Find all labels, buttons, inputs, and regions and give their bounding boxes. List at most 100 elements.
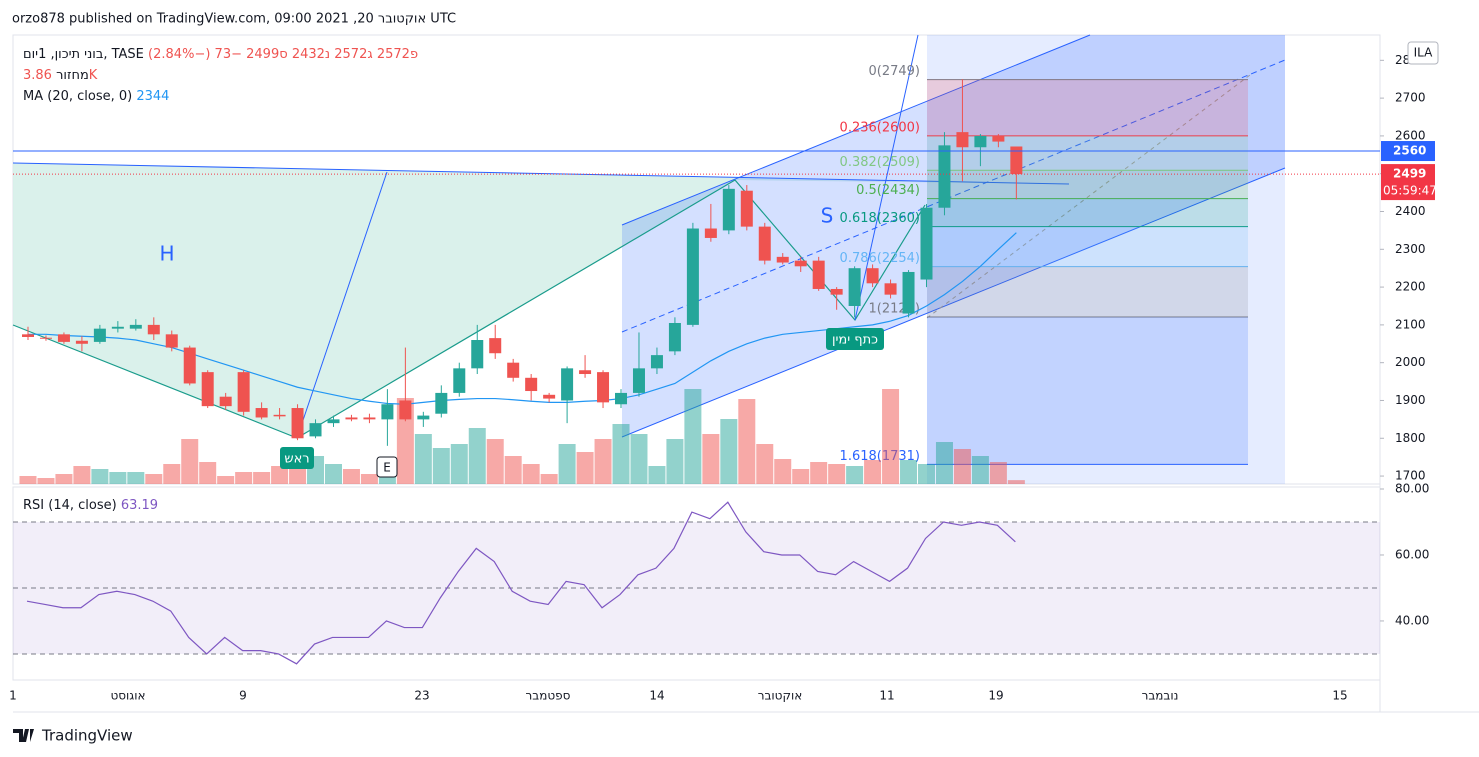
- volume-bar: [953, 449, 971, 484]
- volume-bar: [648, 466, 666, 484]
- symbol: בוני תיכון, 1יום, TASE: [23, 47, 144, 62]
- candle-body: [579, 370, 592, 375]
- x-tick-label: 11: [879, 689, 894, 703]
- candle-body: [686, 228, 699, 325]
- x-tick-label: 14: [649, 689, 664, 703]
- x-tick-label: 1: [9, 689, 17, 703]
- candle-body: [417, 415, 430, 420]
- x-tick-label: 9: [239, 689, 247, 703]
- candle-body: [543, 394, 556, 399]
- candle-body: [866, 268, 879, 284]
- brand-logo: [13, 729, 34, 742]
- volume-bar: [846, 466, 864, 484]
- legend-volume: מחזור 3.86K: [23, 68, 98, 83]
- candle-body: [129, 324, 142, 329]
- candle-body: [884, 283, 897, 295]
- y-tick-label: 2700: [1395, 91, 1426, 105]
- volume-bar: [55, 474, 73, 484]
- earnings-label: E: [383, 461, 391, 475]
- candle-body: [704, 228, 717, 238]
- h-label: ג: [367, 47, 372, 62]
- candle-body: [722, 188, 735, 231]
- x-tick-label: 19: [988, 689, 1003, 703]
- fib-label: 0.786(2254): [840, 251, 920, 266]
- last-price-box: [1381, 164, 1435, 201]
- candle-body: [974, 135, 987, 148]
- volume-bar: [217, 476, 235, 484]
- pattern-label: H: [159, 242, 174, 266]
- volume-bar: [199, 462, 217, 484]
- pattern-label: S: [821, 204, 834, 228]
- volume-bar: [324, 464, 342, 484]
- candles: [22, 79, 1023, 446]
- fib-zone: [927, 35, 1285, 484]
- volume-bar: [414, 434, 432, 484]
- fib-band: [927, 226, 1248, 267]
- volume-bar: [73, 466, 91, 484]
- c-value: 2499: [246, 47, 279, 62]
- candle-body: [848, 268, 861, 306]
- y-tick-label: 2000: [1395, 355, 1426, 369]
- y-tick-label: 2100: [1395, 317, 1426, 331]
- volume-bar: [19, 476, 37, 484]
- candle-body: [291, 408, 304, 439]
- volume-bar: [145, 474, 163, 484]
- volume-bar: [882, 389, 900, 484]
- volume-bar: [181, 439, 199, 484]
- label-box: [280, 447, 314, 469]
- volume-label: מחזור: [56, 68, 89, 83]
- volume-bar: [630, 434, 648, 484]
- candle-body: [435, 392, 448, 414]
- volume-bar: [360, 474, 378, 484]
- candle-body: [794, 260, 807, 267]
- volume-bar: [612, 424, 630, 484]
- volume-bar: [989, 462, 1007, 484]
- volume-bar: [522, 464, 540, 484]
- fib-trend: [926, 74, 1251, 319]
- volume-bar: [504, 456, 522, 484]
- volume-bar: [271, 466, 289, 484]
- volume-bar: [792, 469, 810, 484]
- volume-bar: [918, 464, 935, 484]
- volume: [19, 389, 1025, 484]
- volume-bar: [900, 460, 918, 484]
- o-label: פ: [410, 47, 418, 62]
- volume-bar: [756, 444, 774, 484]
- candle-body: [920, 207, 933, 280]
- fib-levels: 0(2749) 0.236(2600) 0.382(2509) 0.5(2434) 0.…: [840, 64, 1248, 465]
- volume-bar: [37, 478, 55, 484]
- shoulder-label: כתף ימין: [832, 333, 878, 348]
- countdown: 05:59:47: [1383, 184, 1437, 198]
- candle-body: [615, 392, 628, 405]
- trend-line: [854, 34, 919, 321]
- volume-bar: [91, 469, 109, 484]
- x-tick-label: נובמבר: [1142, 689, 1179, 703]
- fib-band: [927, 198, 1248, 227]
- candle-body: [57, 334, 70, 342]
- volume-bar: [594, 439, 612, 484]
- neckline: [12, 162, 1070, 185]
- candle-body: [561, 368, 574, 401]
- candle-body: [992, 135, 1005, 142]
- volume-bar: [810, 462, 828, 484]
- volume-bar: [720, 419, 738, 484]
- candle-body: [525, 377, 538, 392]
- currency-box: [1407, 41, 1439, 65]
- candle-body: [776, 256, 789, 263]
- candle-body: [345, 417, 358, 420]
- fib-label: 0.618(2360): [840, 211, 920, 226]
- volume-bar: [342, 469, 360, 484]
- x-tick-label: אוגוסט: [110, 689, 145, 703]
- candle-body: [273, 414, 286, 417]
- legend-rsi: RSI (14, close) 63.19: [23, 498, 158, 513]
- candle-body: [219, 396, 232, 407]
- volume-bar: [774, 459, 792, 484]
- candle-body: [93, 328, 106, 342]
- candle-body: [1010, 146, 1023, 175]
- l-value: 2432: [292, 47, 325, 62]
- channel-upper: [621, 34, 1091, 226]
- candle-body: [830, 288, 843, 295]
- volume-bar: [253, 472, 271, 484]
- candle-body: [632, 368, 645, 393]
